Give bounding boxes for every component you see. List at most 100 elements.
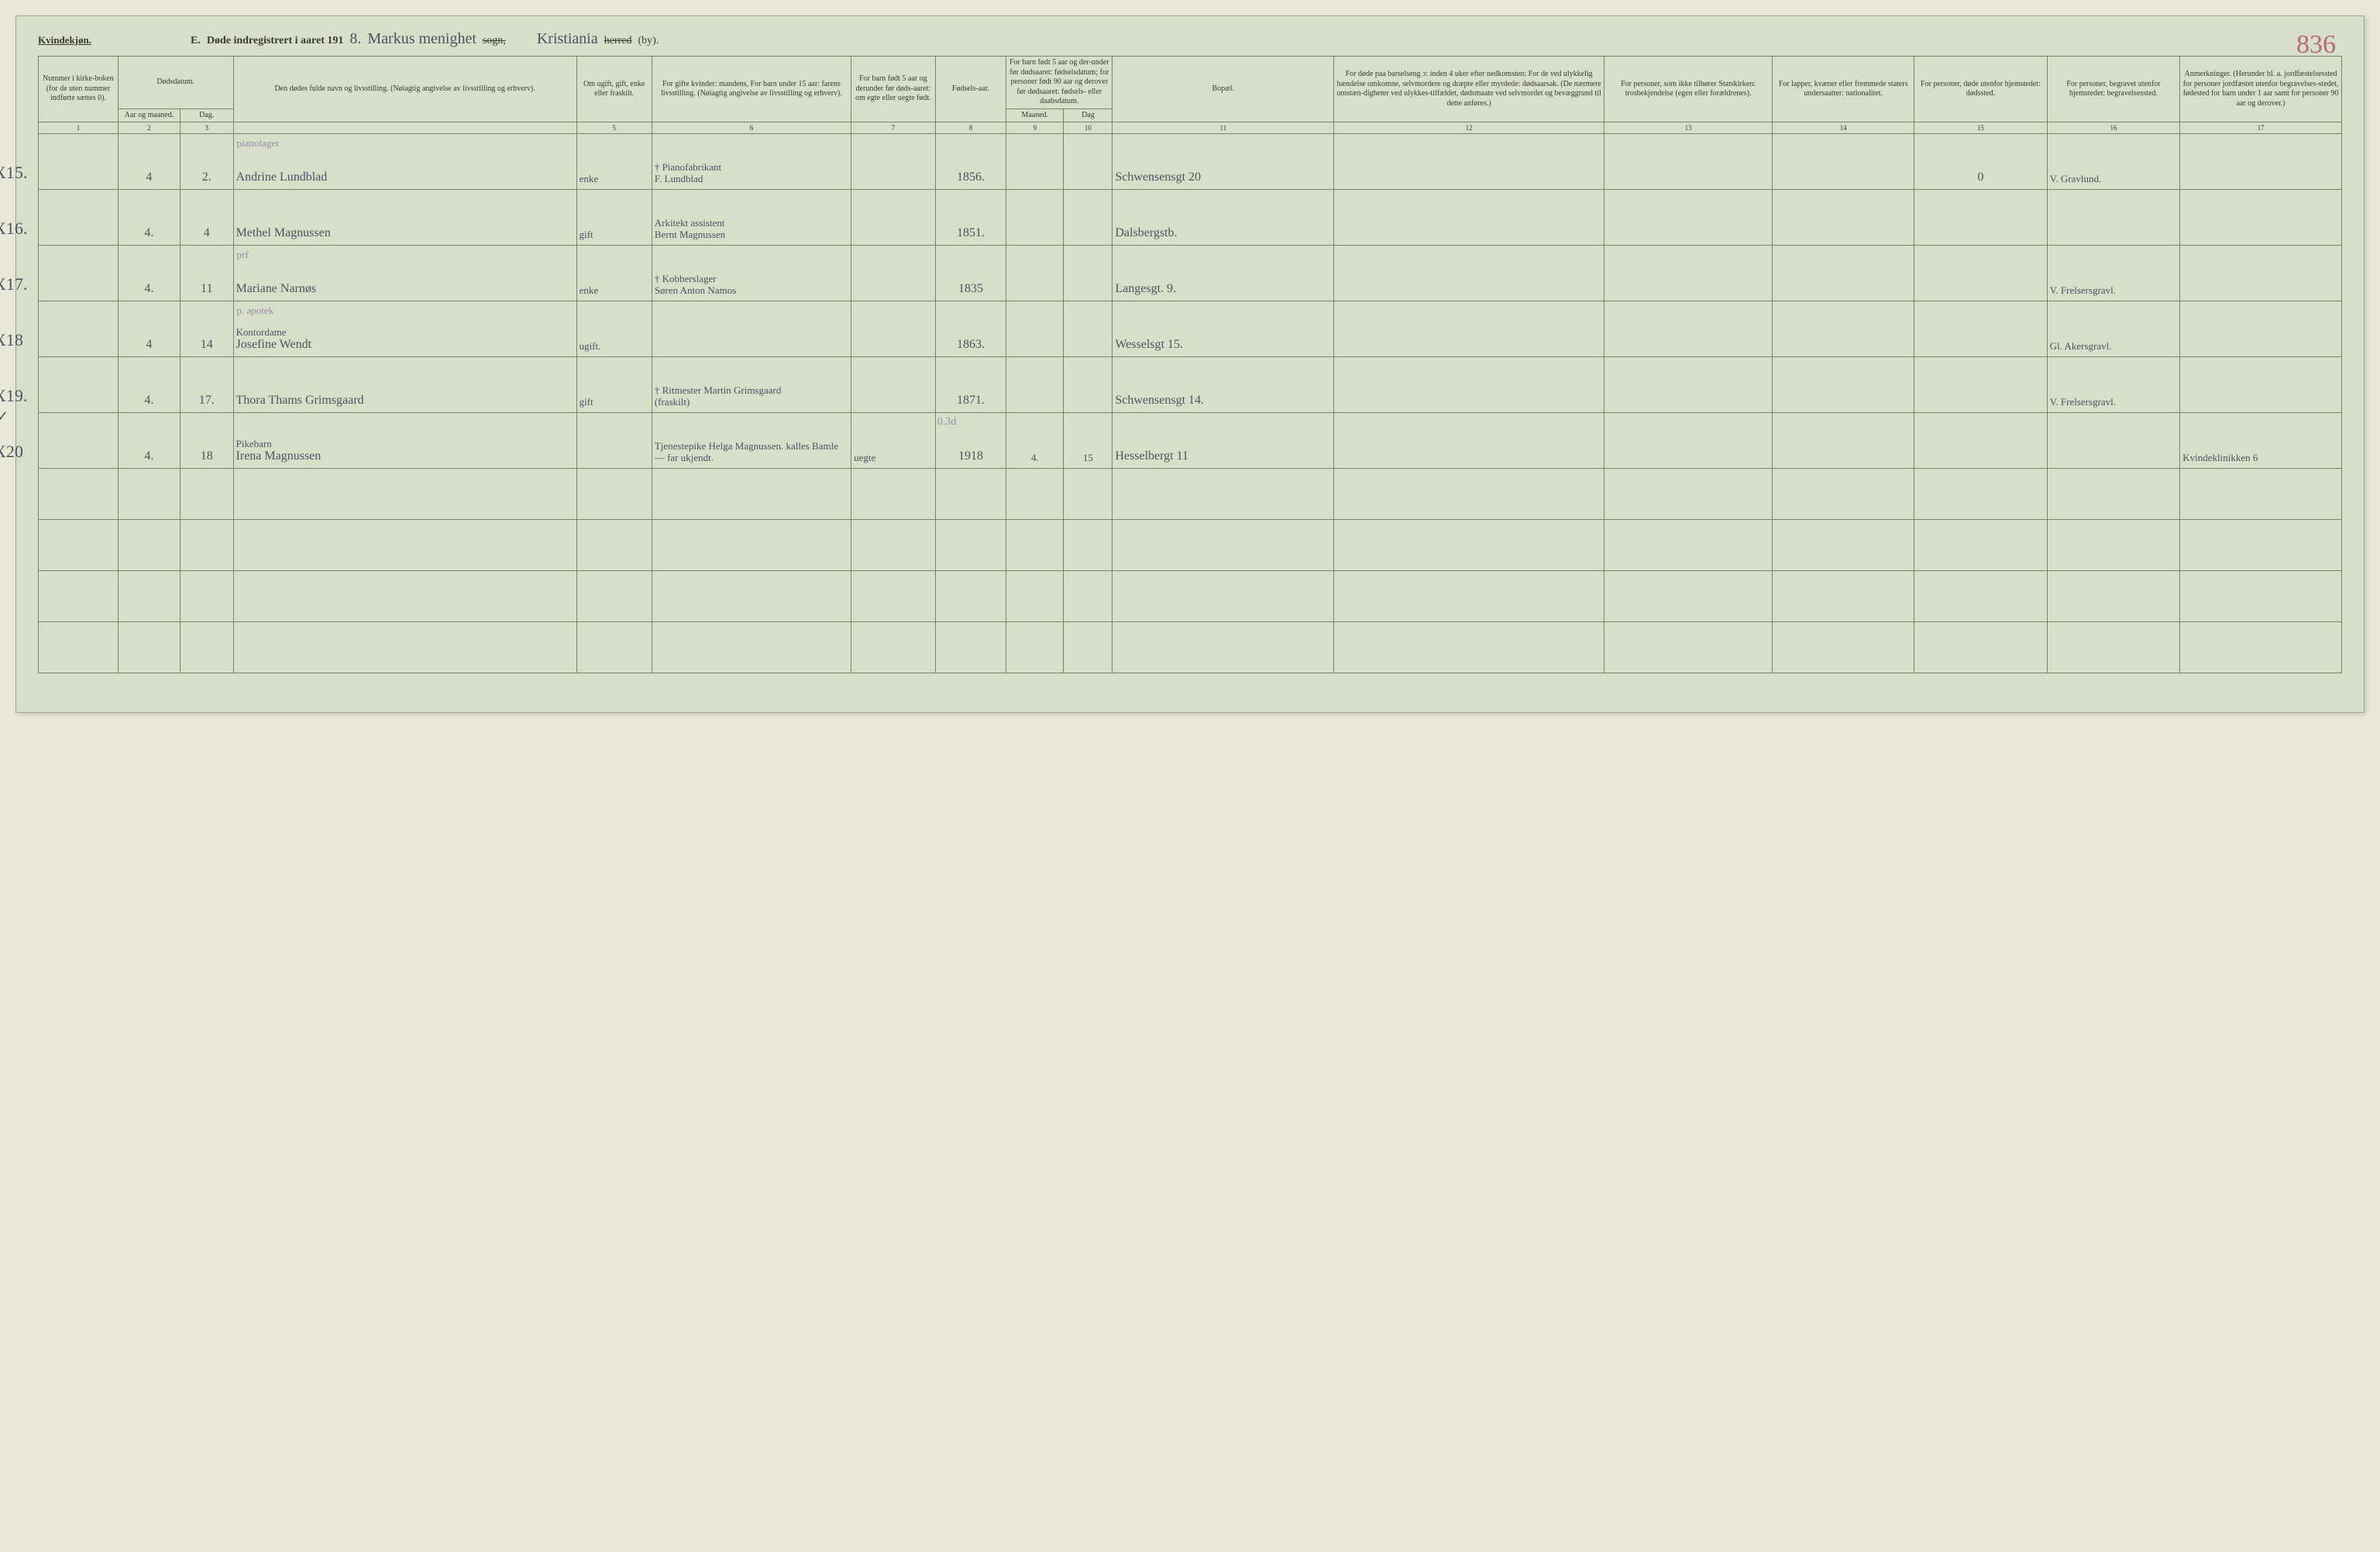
spouse-cell: Arkitekt assistentBernt Magnussen [652,190,851,246]
cause-cell [1334,134,1604,190]
colnum-cell: 17 [2180,122,2342,134]
colnum-row-body: 123567891011121314151617 [39,122,2342,134]
remark-cell [2180,246,2342,301]
col-header: Om ugift, gift, enke eller fraskilt. [576,57,652,122]
blank-cell [1773,622,1914,673]
blank-cell [1914,622,2048,673]
table-row: X16.4.4Methel MagnussengiftArkitekt assi… [39,190,2342,246]
faith-cell [1604,134,1772,190]
col-header: Den dødes fulde navn og livsstilling. (N… [233,57,576,122]
col-subheader: Aar og maaned. [118,108,180,122]
nationality-cell [1773,190,1914,246]
ledger-table: Nummer i kirke-boken (for de uten nummer… [38,56,2342,673]
city-struck: herred [604,35,632,47]
deathplace-cell [1914,413,2048,469]
legit-cell [851,134,936,190]
num-cell: X19. [39,357,119,413]
status-cell: enke [576,246,652,301]
burial-cell: V. Gravlund. [2047,134,2180,190]
status-cell: gift [576,357,652,413]
blank-cell [1064,571,1113,622]
faith-cell [1604,246,1772,301]
col-header: Nummer i kirke-boken (for de uten nummer… [39,57,119,122]
col-header: Dødsdatum. [118,57,233,109]
colnum-cell: 11 [1113,122,1334,134]
col-header: For personer, døde utenfor hjemstedet: d… [1914,57,2048,122]
blank-cell [1914,571,2048,622]
remark-cell [2180,134,2342,190]
blank-cell [180,469,233,520]
cause-cell [1334,190,1604,246]
num-cell: X20✓ [39,413,119,469]
blank-cell [576,469,652,520]
status-cell: ugift. [576,301,652,357]
nationality-cell [1773,134,1914,190]
birthmonth-cell [1006,357,1064,413]
remark-cell [2180,190,2342,246]
deathplace-cell [1914,246,2048,301]
name-cell: p. apotekKontordameJosefine Wendt [233,301,576,357]
blank-cell [2047,469,2180,520]
blank-cell [935,571,1006,622]
colnum-cell: 15 [1914,122,2048,134]
burial-cell [2047,190,2180,246]
header: Kvindekjøn. E. Døde indregistrert i aare… [38,30,2342,48]
birthyear-cell: 1863. [935,301,1006,357]
name-cell: prfMariane Narnøs [233,246,576,301]
blank-cell [180,520,233,571]
section-letter: E. [191,35,201,47]
blank-cell [1773,571,1914,622]
city-handwritten: Kristiania [537,30,598,48]
nationality-cell [1773,301,1914,357]
burial-cell [2047,413,2180,469]
blank-cell [652,520,851,571]
blank-cell [39,571,119,622]
blank-cell [1006,571,1064,622]
blank-cell [1604,571,1772,622]
blank-cell [233,571,576,622]
colnum-cell: 10 [1064,122,1113,134]
parish-struck: sogn, [483,35,506,47]
blank-cell [576,520,652,571]
residence-cell: Wesselsgt 15. [1113,301,1334,357]
blank-cell [1006,469,1064,520]
blank-cell [39,469,119,520]
table-row: X20✓4.18PikebarnIrena MagnussenTjenestep… [39,413,2342,469]
margin-number: X16. [0,219,27,239]
blank-cell [1914,520,2048,571]
month-cell: 4 [118,301,180,357]
margin-number: X18 [0,330,23,350]
table-head: Nummer i kirke-boken (for de uten nummer… [39,57,2342,122]
colnum-cell: 2 [118,122,180,134]
day-cell: 14 [180,301,233,357]
name-cell: Thora Thams Grimsgaard [233,357,576,413]
name-cell: Methel Magnussen [233,190,576,246]
blank-cell [2047,571,2180,622]
col-subheader: Dag [1064,108,1113,122]
birthyear-cell: 0.3d1918 [935,413,1006,469]
month-cell: 4. [118,357,180,413]
num-cell: X16. [39,190,119,246]
birthmonth-cell [1006,301,1064,357]
birthday-cell [1064,134,1113,190]
colnum-cell: 8 [935,122,1006,134]
birthyear-cell: 1856. [935,134,1006,190]
blank-cell [1604,622,1772,673]
col-subheader: Maaned. [1006,108,1064,122]
blank-cell [233,520,576,571]
colnum-cell: 12 [1334,122,1604,134]
num-cell: X17. [39,246,119,301]
day-cell: 11 [180,246,233,301]
faith-cell [1604,357,1772,413]
status-cell: gift [576,190,652,246]
blank-cell [118,571,180,622]
spouse-cell: † KobberslagerSøren Anton Namos [652,246,851,301]
col-header: For barn født 5 aar og derunder før døds… [851,57,936,122]
deathplace-cell [1914,190,2048,246]
gender-label: Kvindekjøn. [38,34,91,46]
blank-cell [1006,520,1064,571]
table-row: X17.4.11prfMariane Narnøsenke† Kobbersla… [39,246,2342,301]
status-cell [576,413,652,469]
legit-cell [851,357,936,413]
faith-cell [1604,413,1772,469]
